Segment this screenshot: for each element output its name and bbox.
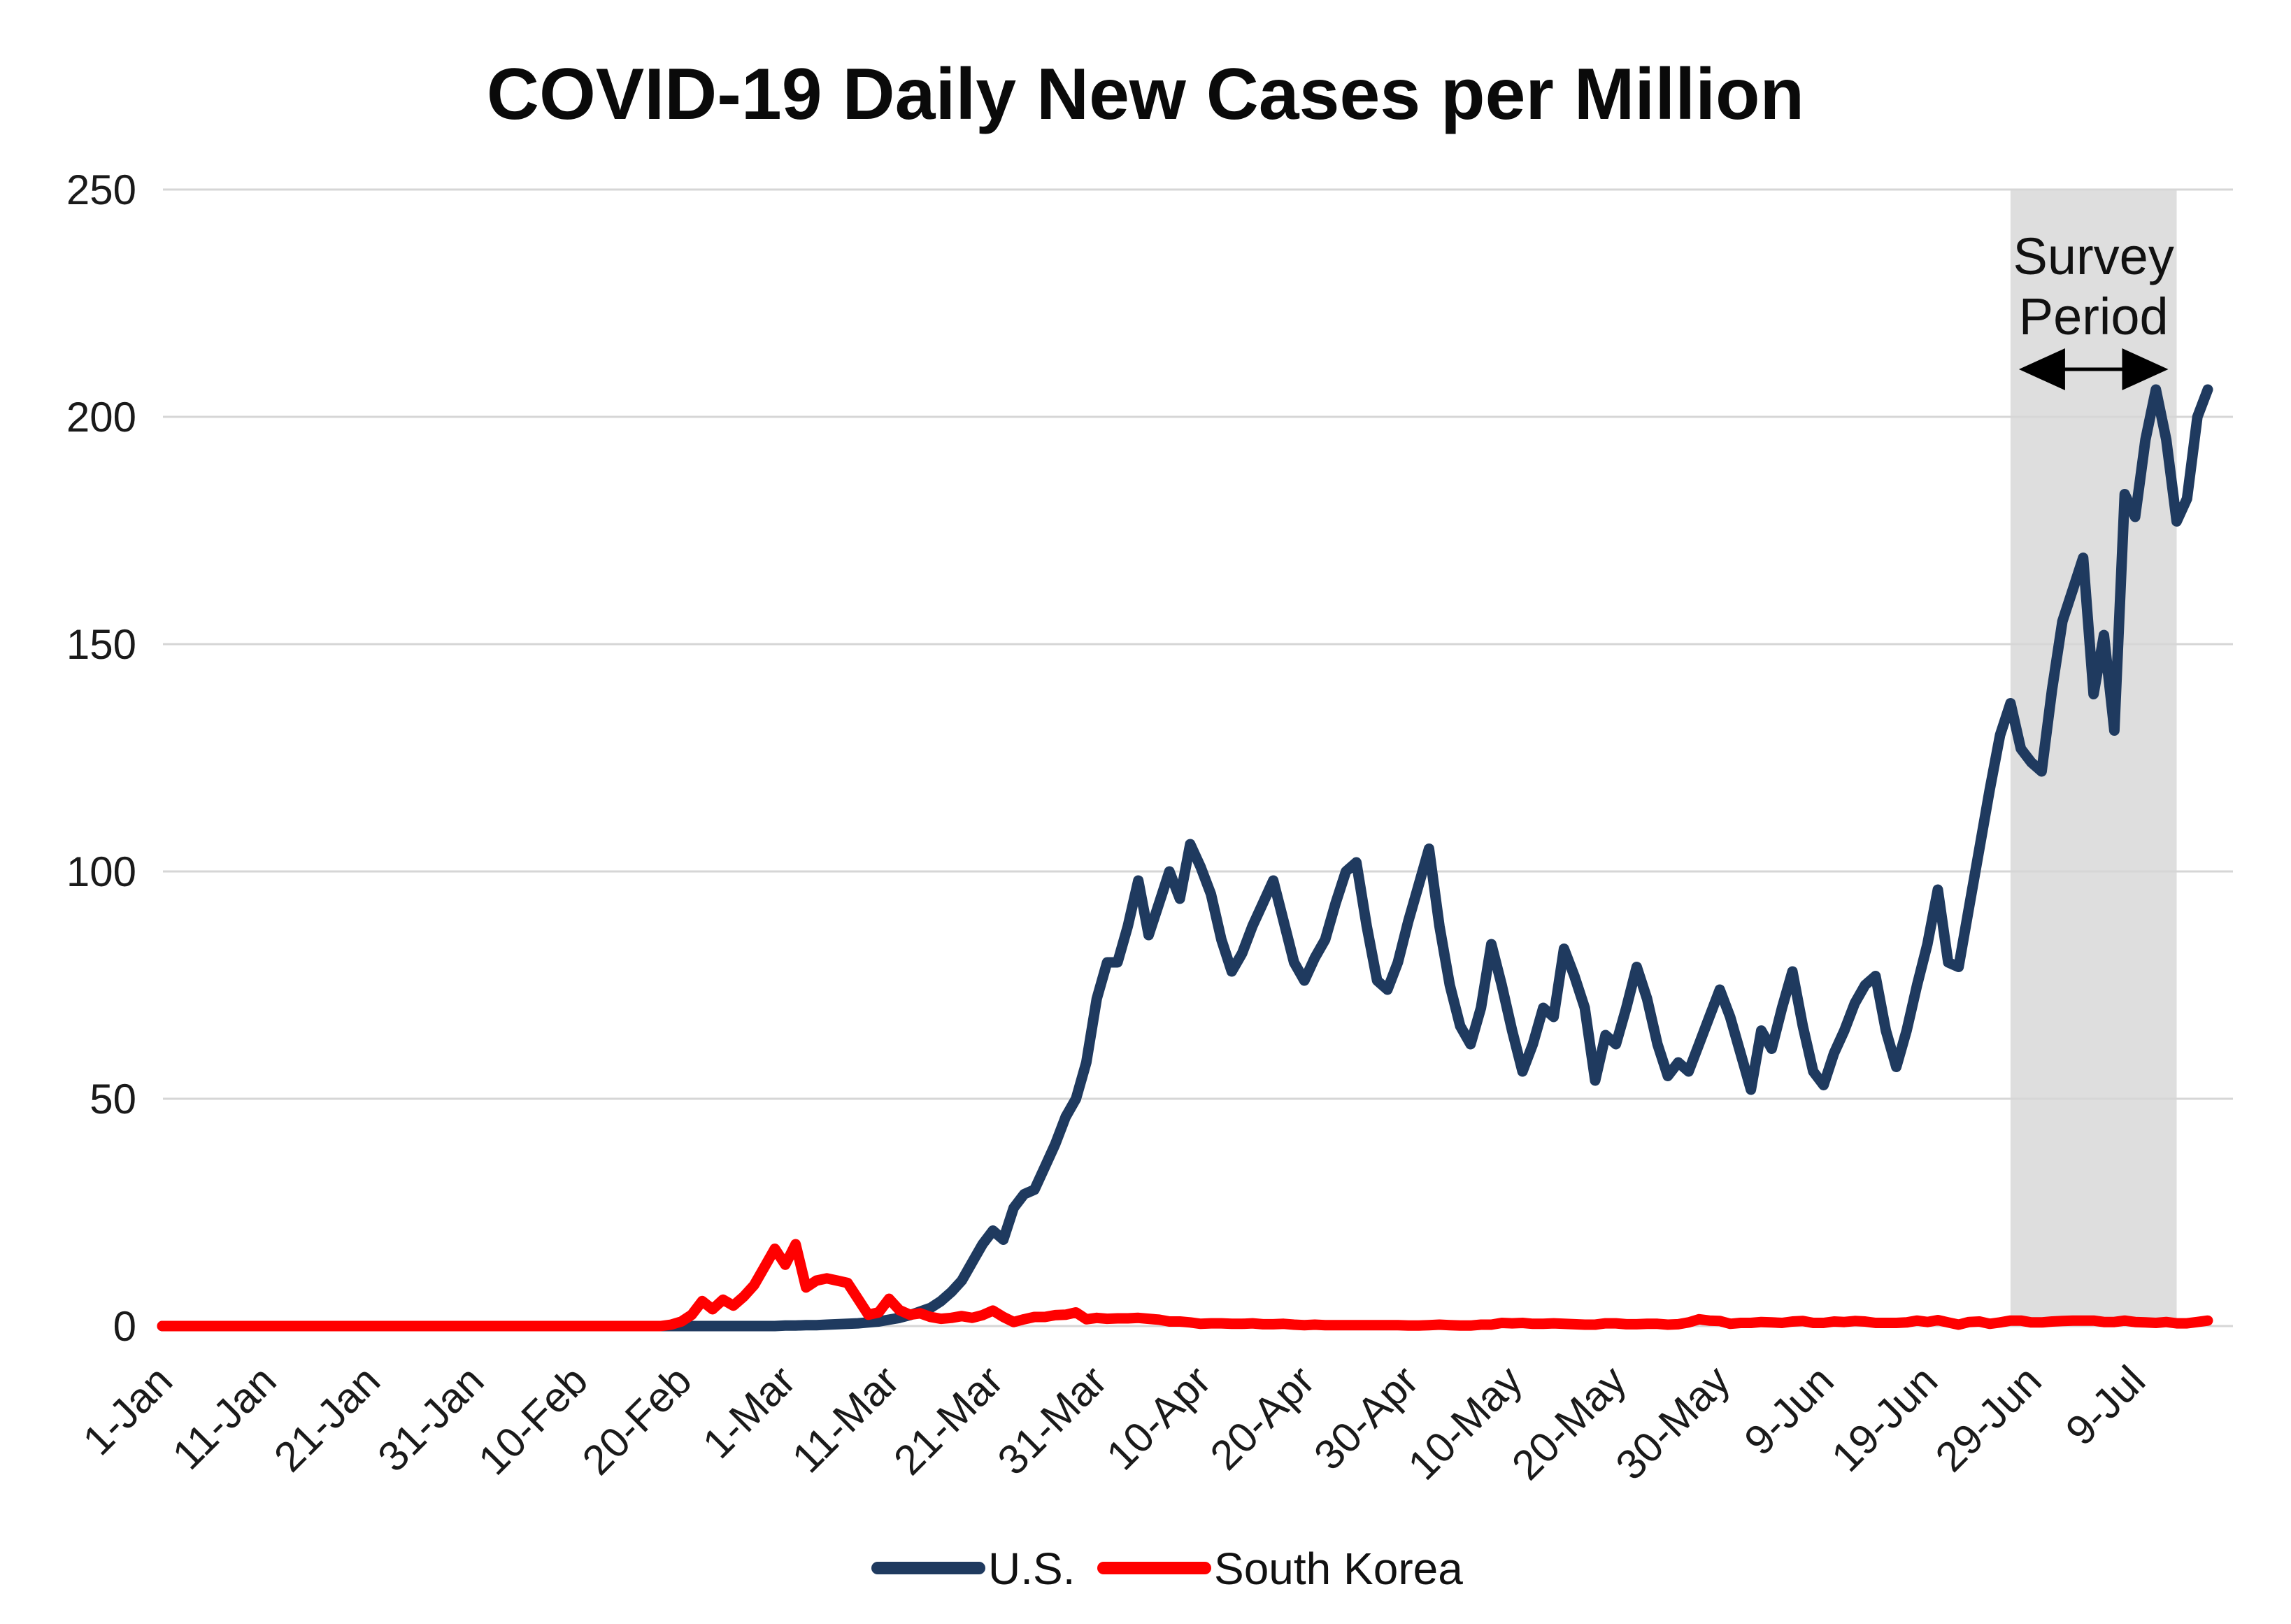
x-tick-label-11-Jan: 11-Jan: [164, 1357, 285, 1479]
x-tick-label-30-May: 30-May: [1607, 1357, 1739, 1489]
grid-layer: [163, 188, 2233, 1327]
legend-label-us: U.S.: [988, 1544, 1075, 1594]
y-tick-label-50: 50: [90, 1076, 136, 1123]
survey-period-label-line1: Survey: [2013, 227, 2174, 285]
x-tick-label-31-Jan: 31-Jan: [369, 1357, 492, 1481]
series-line-south-korea: [157, 1239, 2213, 1332]
x-tick-label-19-Jun: 19-Jun: [1822, 1357, 1946, 1481]
legend-item-us: U.S.: [871, 1544, 1075, 1594]
survey-period-label-line2: Period: [2019, 287, 2169, 346]
legend: U.S. South Korea: [871, 1544, 1463, 1594]
x-tick-label-29-Jun: 29-Jun: [1927, 1357, 2050, 1481]
y-tick-label-250: 250: [66, 166, 136, 213]
x-tick-label-21-Mar: 21-Mar: [885, 1357, 1012, 1484]
x-tick-label-20-Apr: 20-Apr: [1201, 1357, 1324, 1479]
legend-label-south-korea: South Korea: [1214, 1544, 1463, 1594]
x-tick-label-9-Jul: 9-Jul: [2057, 1357, 2154, 1454]
series-layer: [157, 384, 2213, 1332]
x-tick-label-10-Feb: 10-Feb: [469, 1357, 597, 1484]
x-tick-label-20-Feb: 20-Feb: [573, 1357, 701, 1484]
y-tick-label-150: 150: [66, 621, 136, 668]
series-line-us: [157, 384, 2213, 1332]
x-tick-label-20-May: 20-May: [1503, 1357, 1635, 1489]
x-tick-label-10-May: 10-May: [1399, 1357, 1532, 1489]
legend-item-south-korea: South Korea: [1097, 1544, 1463, 1594]
survey-period-band: [2010, 190, 2177, 1324]
chart-title: COVID-19 Daily New Cases per Million: [487, 54, 1804, 135]
axis-labels-layer: 0501001502002501-Jan11-Jan21-Jan31-Jan10…: [66, 166, 2154, 1489]
x-tick-label-21-Jan: 21-Jan: [265, 1357, 389, 1481]
x-tick-label-11-Mar: 11-Mar: [783, 1357, 908, 1482]
x-tick-label-31-Mar: 31-Mar: [989, 1357, 1116, 1484]
x-tick-label-1-Jan: 1-Jan: [74, 1357, 182, 1465]
y-tick-label-0: 0: [113, 1303, 136, 1350]
y-tick-label-100: 100: [66, 848, 136, 895]
survey-arrow-right-head-icon: [2122, 348, 2169, 390]
survey-arrow-left-head-icon: [2018, 348, 2065, 390]
y-tick-label-200: 200: [66, 394, 136, 441]
x-tick-label-10-Apr: 10-Apr: [1097, 1357, 1220, 1479]
